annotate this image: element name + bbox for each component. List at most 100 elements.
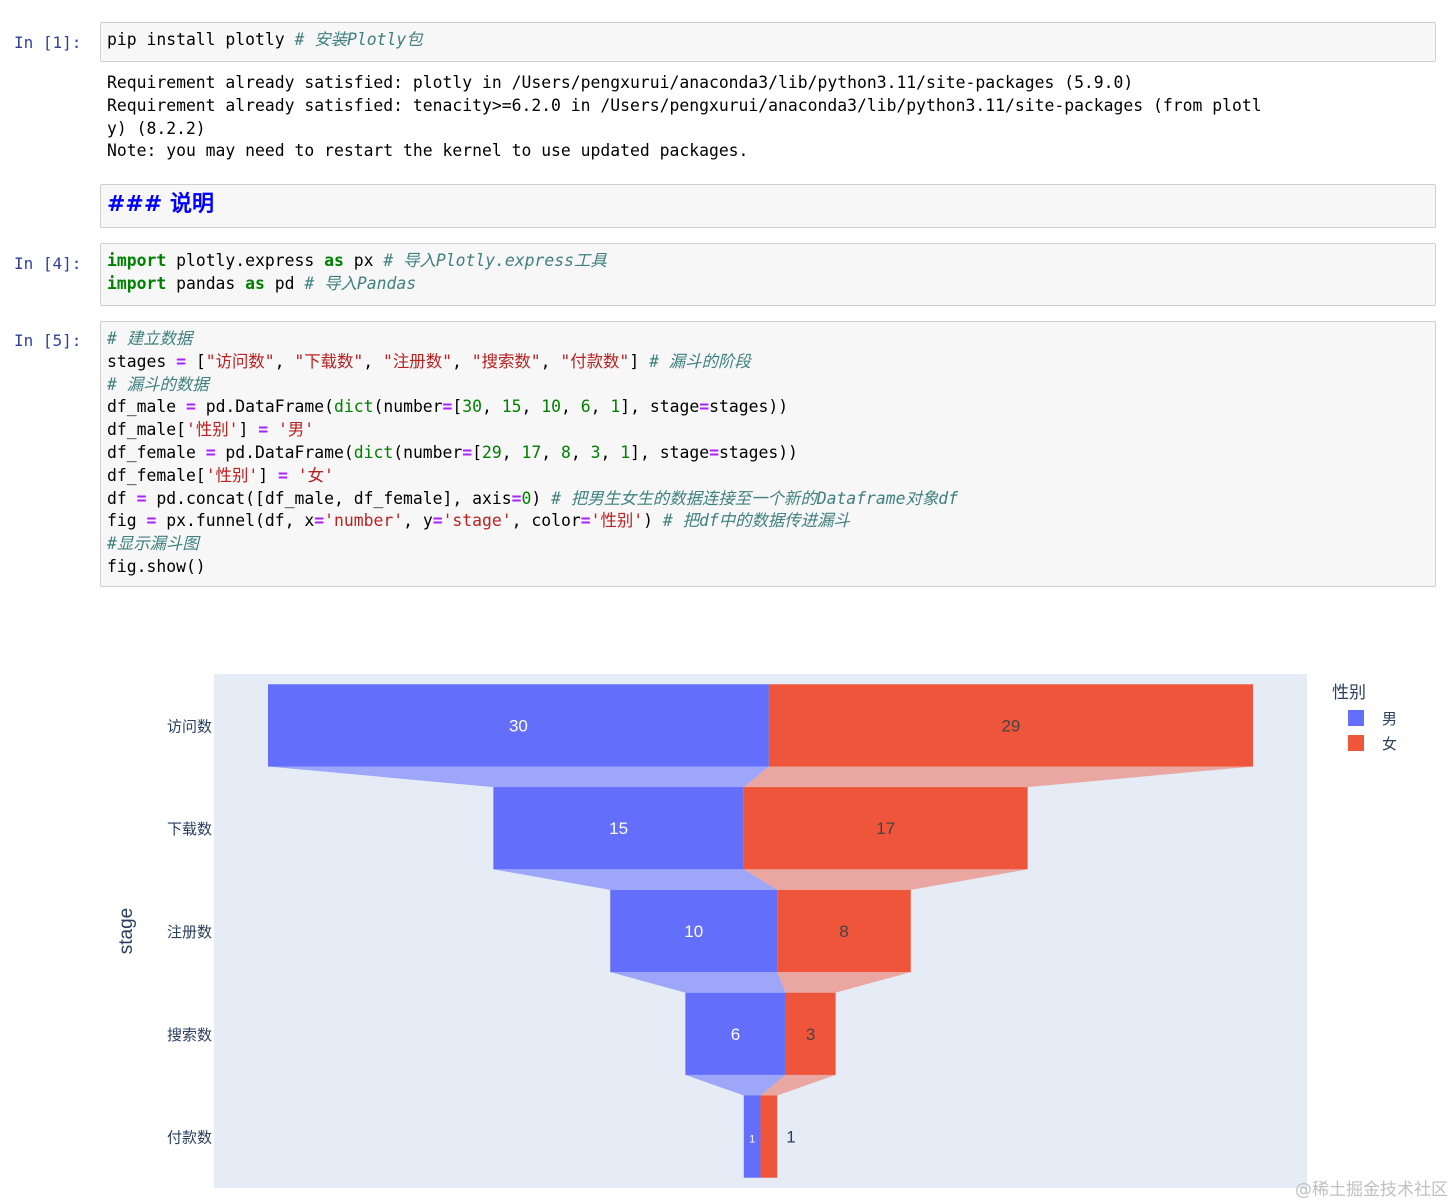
code-text: (number: [373, 397, 443, 417]
code-token: 6: [580, 397, 591, 417]
code-text: df_female: [107, 442, 206, 462]
funnel-connector-female: [743, 869, 1028, 890]
code-token: #显示漏斗图: [107, 534, 199, 554]
code-token: '男': [277, 420, 315, 440]
code-text: df: [107, 488, 137, 508]
data-label-male: 15: [609, 819, 628, 838]
code-token: "注册数": [383, 351, 452, 371]
data-label-male: 6: [731, 1025, 740, 1044]
funnel-bar-male: [743, 1095, 761, 1178]
legend-swatch: [1348, 710, 1364, 726]
code-text: ,: [570, 442, 591, 462]
code-text: ]: [629, 351, 650, 371]
code-text: stages)): [718, 442, 798, 462]
code-token: 3: [590, 442, 601, 462]
code-cell-pip-install[interactable]: pip install plotly # 安装Plotly包: [100, 22, 1436, 62]
funnel-connector-male: [610, 972, 786, 993]
funnel-connector-female: [743, 766, 1253, 788]
code-cell-funnel[interactable]: # 建立数据 stages = ["访问数", "下载数", "注册数", "搜…: [100, 321, 1436, 587]
data-label-male: 30: [509, 716, 528, 735]
code-text: fig: [107, 511, 147, 531]
code-token: =: [511, 488, 522, 508]
code-token: =: [699, 397, 710, 417]
funnel-bar-male: [685, 992, 786, 1075]
code-text: [288, 466, 298, 485]
code-text: px: [343, 251, 384, 270]
funnel-bar-female: [777, 889, 911, 973]
code-editor[interactable]: pip install plotly # 安装Plotly包: [107, 29, 423, 52]
code-editor[interactable]: # 建立数据 stages = ["访问数", "下载数", "注册数", "搜…: [107, 328, 958, 579]
code-text: (number: [393, 442, 463, 462]
y-tick-label: 下载数: [167, 820, 212, 838]
code-editor[interactable]: import plotly.express as px # 导入Plotly.e…: [107, 250, 607, 296]
data-label-female: 29: [1001, 716, 1020, 735]
code-token: dict: [333, 397, 374, 417]
data-label-female: 3: [806, 1025, 815, 1044]
keyword: import: [107, 251, 167, 270]
data-label-female: 8: [839, 922, 848, 941]
funnel-connector-male: [493, 869, 778, 890]
code-token: '性别': [185, 420, 239, 440]
code-text: pd: [264, 273, 305, 293]
code-token: =: [462, 442, 473, 462]
code-text: [: [185, 351, 206, 371]
y-tick-label: 付款数: [167, 1129, 212, 1147]
code-token: 'stage': [442, 511, 512, 531]
code-text: df_male[: [107, 420, 186, 440]
code-token: # 漏斗的阶段: [649, 351, 751, 371]
code-token: =: [136, 488, 147, 508]
code-token: =: [442, 397, 453, 417]
code-text: ,: [451, 351, 472, 371]
y-axis-title: stage: [116, 908, 137, 954]
funnel-connector-female: [777, 972, 911, 993]
markdown-cell[interactable]: ### 说明: [100, 184, 1436, 228]
data-label-male: 10: [684, 922, 703, 941]
funnel-connector-male: [685, 1074, 786, 1096]
code-text: pd.concat([df_male, df_female], axis: [146, 488, 512, 508]
code-text: [: [472, 442, 483, 462]
code-text: ,: [540, 351, 561, 371]
output-line: Requirement already satisfied: tenacity>…: [107, 95, 1262, 115]
code-token: # 漏斗的数据: [107, 374, 209, 394]
code-text: ,: [501, 442, 522, 462]
keyword: as: [324, 251, 344, 270]
code-token: "访问数": [205, 351, 275, 371]
code-token: =: [277, 465, 288, 485]
funnel-bar-male: [610, 889, 778, 973]
code-text: df_male: [107, 397, 186, 417]
code-token: "下载数": [294, 351, 364, 371]
code-text: [: [452, 397, 463, 417]
keyword: as: [245, 273, 265, 293]
code-text: [268, 420, 278, 439]
code-cell-imports[interactable]: import plotly.express as px # 导入Plotly.e…: [100, 243, 1436, 306]
code-token: 'number': [324, 511, 404, 531]
code-text: stages: [107, 351, 177, 371]
y-tick-label: 搜索数: [167, 1026, 212, 1044]
code-token: =: [432, 511, 443, 531]
code-token: 30: [462, 397, 483, 417]
code-token: 10: [541, 397, 562, 417]
code-text: , color: [511, 511, 581, 531]
code-text: df_female[: [107, 465, 206, 485]
code-text: ): [531, 488, 552, 508]
code-token: =: [146, 511, 157, 531]
legend-swatch: [1348, 735, 1364, 751]
code-text: ,: [521, 397, 542, 417]
output-line: y) (8.2.2): [107, 118, 206, 138]
code-text: pip install plotly: [107, 30, 285, 49]
code-text: ,: [363, 351, 384, 371]
funnel-bar-female: [768, 684, 1253, 767]
funnel-bar-male: [493, 787, 744, 870]
legend-title: 性别: [1332, 683, 1366, 703]
data-label-male: 1: [749, 1134, 755, 1146]
code-token: 8: [561, 442, 571, 462]
code-text: ]: [258, 465, 278, 485]
code-token: 1: [620, 442, 631, 462]
code-text: ,: [274, 351, 295, 371]
output-line: Note: you may need to restart the kernel…: [107, 141, 749, 161]
code-comment: # 导入Pandas: [304, 273, 417, 293]
code-text: pd.DataFrame(: [215, 442, 354, 462]
code-token: =: [185, 397, 196, 417]
code-text: ,: [561, 397, 581, 417]
code-text: , y: [403, 511, 433, 531]
